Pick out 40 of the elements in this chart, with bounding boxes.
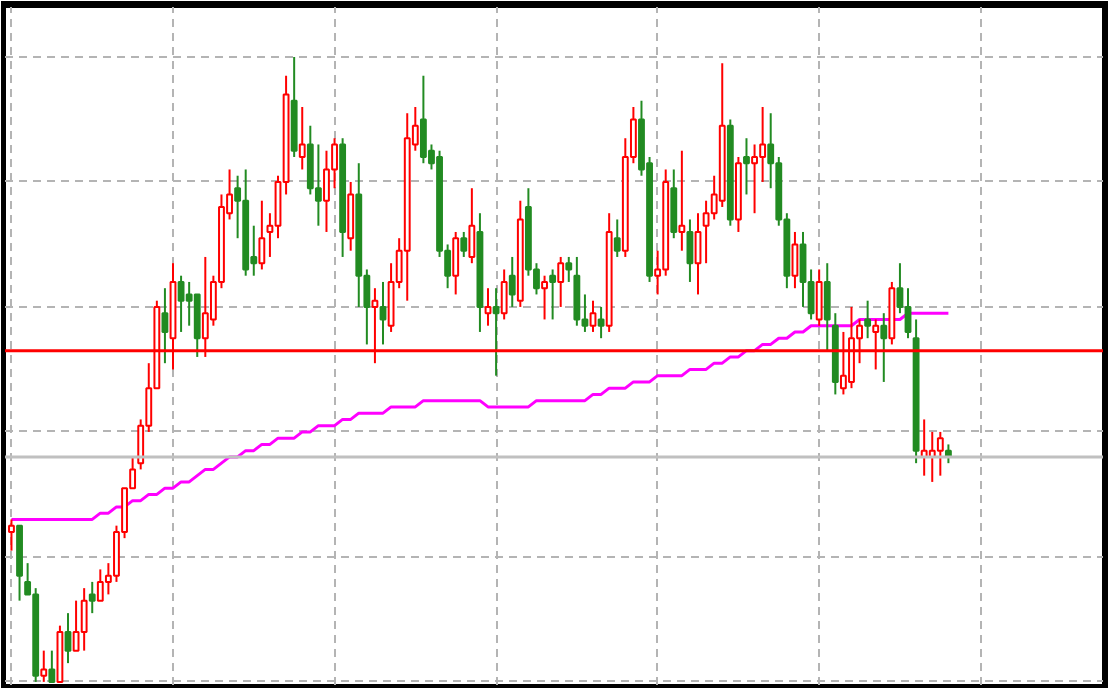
candlestick [80,587,88,652]
candlestick [936,430,944,477]
candlestick [557,255,565,308]
candlestick [541,274,548,321]
candlestick [484,287,492,327]
candlestick [452,230,460,296]
candlestick [298,105,306,171]
candlestick [815,268,823,327]
candlestick [88,580,96,615]
candlestick [347,180,355,252]
candlestick [589,299,597,333]
candlestick [549,268,557,321]
candlestick [573,255,581,327]
candlestick [48,649,56,683]
candlestick [751,143,758,215]
candlestick [161,287,169,365]
candlestick [492,287,500,377]
candlestick [258,199,266,271]
candlestick [193,293,201,358]
candlestick [64,612,72,665]
candlestick [508,255,516,308]
candlestick [904,287,912,340]
candlestick [460,230,468,258]
candlestick [314,143,322,227]
candlestick [791,230,799,290]
candlestick [613,218,621,258]
candlestick [40,649,48,683]
candlestick [880,312,888,383]
candlestick [597,305,605,340]
candlestick [177,274,185,333]
candlestick [96,568,104,602]
candlestick [864,299,872,340]
candlestick [419,74,427,165]
candlestick [8,518,15,552]
candlestick [468,187,476,265]
candlestick [678,149,686,252]
candlestick [500,268,508,321]
candlestick [323,149,330,233]
candlestick [670,168,678,240]
candlestick [743,137,750,196]
